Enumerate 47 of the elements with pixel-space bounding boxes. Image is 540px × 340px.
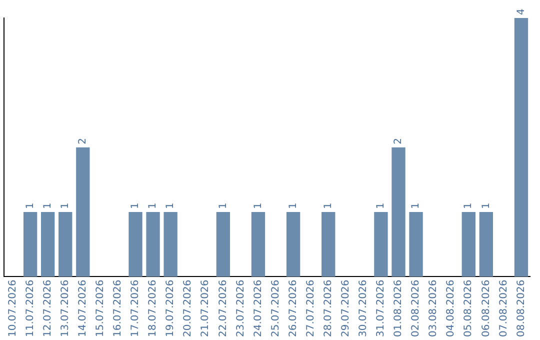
data-label: 1 [252, 202, 264, 210]
x-tick-label: 16.07.2026 [112, 280, 124, 338]
x-tick-label: 18.07.2026 [148, 280, 159, 338]
data-label: 4 [516, 8, 527, 15]
data-label: 1 [376, 202, 387, 210]
x-tick-label: 05.08.2026 [463, 280, 474, 338]
x-tick-label: 23.07.2026 [235, 280, 246, 338]
x-tick-label: 08.08.2026 [516, 280, 527, 338]
x-tick-label: 03.08.2026 [428, 280, 440, 338]
x-tick-label: 25.07.2026 [270, 280, 282, 338]
data-label: 2 [393, 138, 404, 144]
x-tick-label: 20.07.2026 [182, 280, 194, 338]
x-tick-label: 21.07.2026 [200, 280, 212, 338]
data-label: 1 [24, 202, 36, 210]
data-label: 1 [148, 202, 159, 210]
x-tick-label: 01.08.2026 [393, 280, 404, 338]
x-tick-label: 19.07.2026 [165, 280, 176, 338]
x-tick-label: 22.07.2026 [218, 280, 229, 338]
x-tick-label: 29.07.2026 [340, 280, 352, 338]
data-label: 1 [130, 202, 142, 210]
x-tick-label: 12.07.2026 [42, 280, 54, 338]
data-label: 1 [463, 202, 474, 210]
x-tick-label: 07.08.2026 [498, 280, 510, 338]
data-label: 1 [322, 202, 334, 210]
data-label: 2 [77, 138, 88, 144]
data-label: 1 [165, 202, 176, 210]
x-tick-label: 15.07.2026 [95, 280, 106, 338]
data-label: 1 [218, 202, 229, 210]
x-tick-label: 06.08.2026 [480, 280, 492, 338]
x-tick-label: 02.08.2026 [410, 280, 422, 338]
x-tick-label: 24.07.2026 [252, 280, 264, 338]
x-tick-label: 31.07.2026 [376, 280, 387, 338]
x-tick-label: 26.07.2026 [288, 280, 299, 338]
x-tick-label: 14.07.2026 [77, 280, 88, 338]
x-tick-label: 10.07.2026 [7, 280, 18, 338]
x-tick-label: 27.07.2026 [305, 280, 316, 338]
x-tick-label: 17.07.2026 [130, 280, 142, 338]
data-label: 1 [410, 202, 422, 210]
x-tick-label: 11.07.2026 [24, 280, 36, 338]
data-label: 1 [480, 202, 492, 210]
x-tick-label: 04.08.2026 [446, 280, 457, 338]
data-label: 1 [42, 202, 54, 210]
x-tick-label: 30.07.2026 [358, 280, 370, 338]
x-tick-label: 13.07.2026 [60, 280, 71, 338]
x-tick-label: 28.07.2026 [322, 280, 334, 338]
data-label: 1 [60, 202, 71, 210]
data-label: 1 [288, 202, 299, 210]
